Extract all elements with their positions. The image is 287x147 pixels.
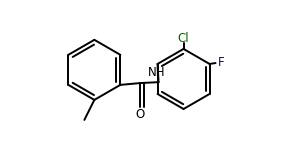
Text: O: O [136, 108, 145, 121]
Text: NH: NH [148, 66, 165, 79]
Text: F: F [218, 56, 225, 69]
Text: Cl: Cl [178, 31, 189, 45]
